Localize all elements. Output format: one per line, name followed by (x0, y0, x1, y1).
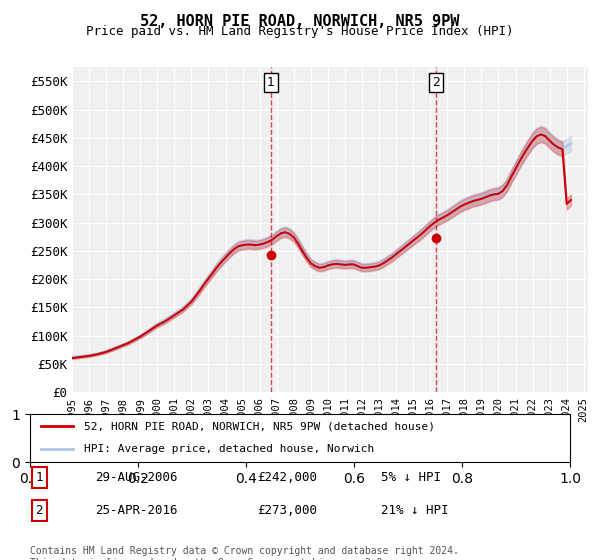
Text: 21% ↓ HPI: 21% ↓ HPI (381, 504, 449, 517)
Text: Price paid vs. HM Land Registry's House Price Index (HPI): Price paid vs. HM Land Registry's House … (86, 25, 514, 38)
Text: 2: 2 (35, 504, 43, 517)
Text: 2: 2 (432, 76, 440, 89)
Text: £273,000: £273,000 (257, 504, 317, 517)
Text: 1: 1 (35, 471, 43, 484)
Text: Contains HM Land Registry data © Crown copyright and database right 2024.
This d: Contains HM Land Registry data © Crown c… (30, 546, 459, 560)
Text: 5% ↓ HPI: 5% ↓ HPI (381, 471, 441, 484)
Text: 52, HORN PIE ROAD, NORWICH, NR5 9PW (detached house): 52, HORN PIE ROAD, NORWICH, NR5 9PW (det… (84, 421, 435, 431)
Text: 29-AUG-2006: 29-AUG-2006 (95, 471, 178, 484)
Text: HPI: Average price, detached house, Norwich: HPI: Average price, detached house, Norw… (84, 444, 374, 454)
Text: 25-APR-2016: 25-APR-2016 (95, 504, 178, 517)
Text: 1: 1 (267, 76, 275, 89)
Text: 52, HORN PIE ROAD, NORWICH, NR5 9PW: 52, HORN PIE ROAD, NORWICH, NR5 9PW (140, 14, 460, 29)
Text: £242,000: £242,000 (257, 471, 317, 484)
